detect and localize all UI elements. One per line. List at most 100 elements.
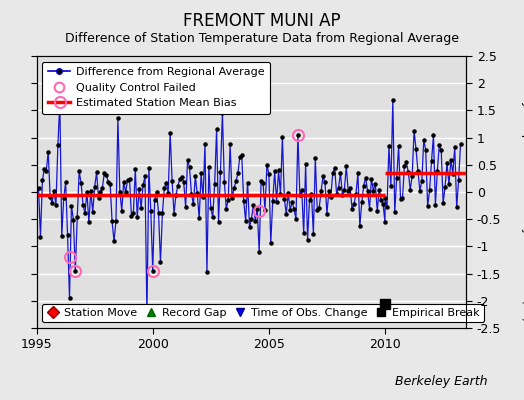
Legend: Station Move, Record Gap, Time of Obs. Change, Empirical Break: Station Move, Record Gap, Time of Obs. C…	[42, 304, 484, 322]
Point	[375, 186, 384, 193]
Point	[416, 188, 424, 194]
Point	[362, 174, 370, 181]
Point	[342, 163, 351, 170]
Point	[228, 195, 236, 202]
Point	[92, 169, 101, 176]
Text: Berkeley Earth: Berkeley Earth	[395, 375, 487, 388]
Point	[350, 201, 358, 207]
Point	[278, 134, 287, 140]
Point	[117, 207, 126, 214]
Point	[69, 216, 78, 223]
Point	[336, 170, 345, 176]
Point	[437, 146, 445, 153]
Point	[286, 207, 294, 213]
Point	[428, 158, 436, 165]
Point	[313, 207, 321, 213]
Text: FREMONT MUNI AP: FREMONT MUNI AP	[183, 12, 341, 30]
Point	[243, 179, 252, 186]
Point	[418, 178, 426, 184]
Point	[155, 210, 163, 216]
Point	[261, 207, 269, 213]
Point	[94, 195, 103, 201]
Point	[267, 240, 275, 246]
Point	[98, 185, 106, 191]
Point	[290, 206, 298, 212]
Point	[232, 178, 240, 185]
Point	[203, 269, 211, 276]
Point	[226, 141, 234, 147]
Point	[253, 206, 261, 212]
Point	[315, 205, 323, 211]
Point	[119, 179, 128, 185]
Point	[191, 173, 200, 180]
Point	[183, 157, 192, 163]
Point	[91, 184, 99, 190]
Point	[453, 204, 461, 210]
Point	[220, 179, 228, 185]
Point	[354, 170, 362, 176]
Point	[395, 143, 403, 149]
Point	[275, 167, 283, 174]
Point	[189, 201, 198, 208]
Point	[212, 126, 221, 132]
Point	[365, 206, 374, 212]
Point	[381, 219, 389, 225]
Point	[83, 188, 91, 195]
Point	[294, 132, 302, 138]
Point	[334, 184, 343, 191]
Point	[288, 199, 296, 205]
Point	[36, 234, 45, 240]
Point	[143, 311, 151, 318]
Point	[79, 202, 88, 208]
Point	[352, 191, 360, 197]
Point	[396, 196, 405, 202]
Point	[66, 295, 74, 301]
Point	[433, 168, 442, 174]
Point	[251, 218, 259, 224]
Point	[429, 132, 438, 138]
Point	[172, 192, 180, 198]
Point	[373, 208, 381, 214]
Point	[410, 127, 418, 134]
Point	[96, 189, 105, 196]
Point	[425, 187, 434, 193]
Point	[439, 200, 447, 206]
Point	[178, 174, 186, 180]
Point	[158, 210, 167, 216]
Point	[85, 219, 93, 226]
Point	[224, 197, 233, 203]
Point	[106, 181, 114, 187]
Point	[141, 173, 149, 180]
Point	[236, 153, 244, 160]
Point	[86, 188, 95, 194]
Point	[317, 188, 325, 194]
Point	[296, 192, 304, 198]
Point	[331, 165, 339, 171]
Point	[259, 180, 267, 186]
Point	[135, 186, 144, 192]
Point	[346, 185, 354, 191]
Point	[263, 162, 271, 168]
Point	[156, 259, 165, 266]
Point	[176, 176, 184, 182]
Point	[150, 197, 159, 203]
Point	[35, 185, 43, 192]
Point	[104, 178, 113, 185]
Point	[61, 179, 70, 186]
Point	[129, 210, 138, 216]
Point	[137, 205, 145, 211]
Point	[53, 142, 62, 148]
Point	[272, 199, 281, 205]
Point	[344, 188, 353, 194]
Point	[371, 181, 379, 187]
Point	[230, 185, 238, 191]
Point	[242, 218, 250, 224]
Point	[75, 168, 83, 174]
Point	[145, 164, 153, 171]
Point	[298, 187, 306, 193]
Text: Difference of Station Temperature Data from Regional Average: Difference of Station Temperature Data f…	[65, 32, 459, 45]
Point	[46, 194, 54, 200]
Point	[147, 208, 155, 214]
Point	[303, 236, 312, 243]
Point	[268, 198, 277, 204]
